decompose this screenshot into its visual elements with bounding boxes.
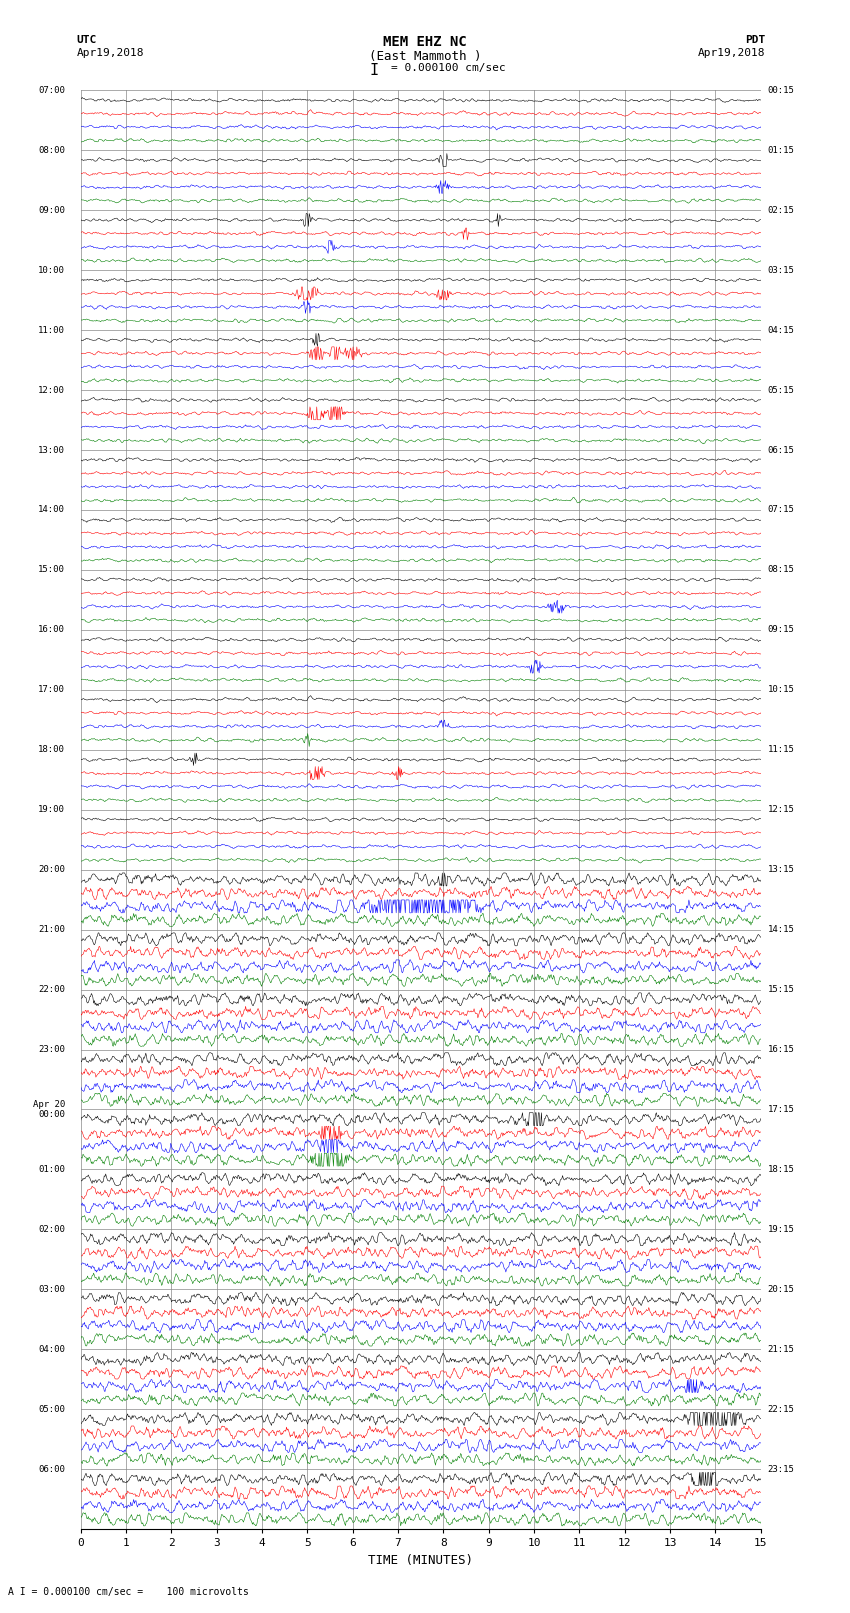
Text: 11:15: 11:15 (768, 745, 795, 755)
Text: 20:00: 20:00 (38, 865, 65, 874)
Text: 16:00: 16:00 (38, 626, 65, 634)
Text: (East Mammoth ): (East Mammoth ) (369, 50, 481, 63)
Text: 05:00: 05:00 (38, 1405, 65, 1413)
Text: 14:00: 14:00 (38, 505, 65, 515)
Text: 09:00: 09:00 (38, 206, 65, 215)
Text: 04:00: 04:00 (38, 1345, 65, 1353)
Text: 18:00: 18:00 (38, 745, 65, 755)
Text: UTC: UTC (76, 35, 97, 45)
Text: 08:00: 08:00 (38, 145, 65, 155)
Text: 01:00: 01:00 (38, 1165, 65, 1174)
Text: 12:15: 12:15 (768, 805, 795, 815)
Text: 06:00: 06:00 (38, 1465, 65, 1474)
Text: 22:00: 22:00 (38, 986, 65, 994)
Text: 02:00: 02:00 (38, 1224, 65, 1234)
Text: 06:15: 06:15 (768, 445, 795, 455)
Text: 13:15: 13:15 (768, 865, 795, 874)
Text: Apr19,2018: Apr19,2018 (698, 48, 765, 58)
X-axis label: TIME (MINUTES): TIME (MINUTES) (368, 1553, 473, 1566)
Text: 02:15: 02:15 (768, 206, 795, 215)
Text: 04:15: 04:15 (768, 326, 795, 334)
Text: 05:15: 05:15 (768, 386, 795, 395)
Text: = 0.000100 cm/sec: = 0.000100 cm/sec (391, 63, 506, 73)
Text: 18:15: 18:15 (768, 1165, 795, 1174)
Text: MEM EHZ NC: MEM EHZ NC (383, 35, 467, 50)
Text: 20:15: 20:15 (768, 1286, 795, 1294)
Text: 21:00: 21:00 (38, 926, 65, 934)
Text: 23:15: 23:15 (768, 1465, 795, 1474)
Text: 21:15: 21:15 (768, 1345, 795, 1353)
Text: 15:15: 15:15 (768, 986, 795, 994)
Text: 17:15: 17:15 (768, 1105, 795, 1115)
Text: 15:00: 15:00 (38, 566, 65, 574)
Text: 16:15: 16:15 (768, 1045, 795, 1053)
Text: 08:15: 08:15 (768, 566, 795, 574)
Text: 03:15: 03:15 (768, 266, 795, 274)
Text: 07:00: 07:00 (38, 85, 65, 95)
Text: 03:00: 03:00 (38, 1286, 65, 1294)
Text: Apr 20: Apr 20 (32, 1100, 65, 1108)
Text: A I = 0.000100 cm/sec =    100 microvolts: A I = 0.000100 cm/sec = 100 microvolts (8, 1587, 249, 1597)
Text: 14:15: 14:15 (768, 926, 795, 934)
Text: 13:00: 13:00 (38, 445, 65, 455)
Text: 19:00: 19:00 (38, 805, 65, 815)
Text: 09:15: 09:15 (768, 626, 795, 634)
Text: I: I (370, 63, 378, 77)
Text: PDT: PDT (745, 35, 765, 45)
Text: Apr19,2018: Apr19,2018 (76, 48, 144, 58)
Text: 10:00: 10:00 (38, 266, 65, 274)
Text: 00:00: 00:00 (38, 1110, 65, 1119)
Text: 17:00: 17:00 (38, 686, 65, 694)
Text: 19:15: 19:15 (768, 1224, 795, 1234)
Text: 00:15: 00:15 (768, 85, 795, 95)
Text: 01:15: 01:15 (768, 145, 795, 155)
Text: 23:00: 23:00 (38, 1045, 65, 1053)
Text: 07:15: 07:15 (768, 505, 795, 515)
Text: 11:00: 11:00 (38, 326, 65, 334)
Text: 22:15: 22:15 (768, 1405, 795, 1413)
Text: 10:15: 10:15 (768, 686, 795, 694)
Text: 12:00: 12:00 (38, 386, 65, 395)
